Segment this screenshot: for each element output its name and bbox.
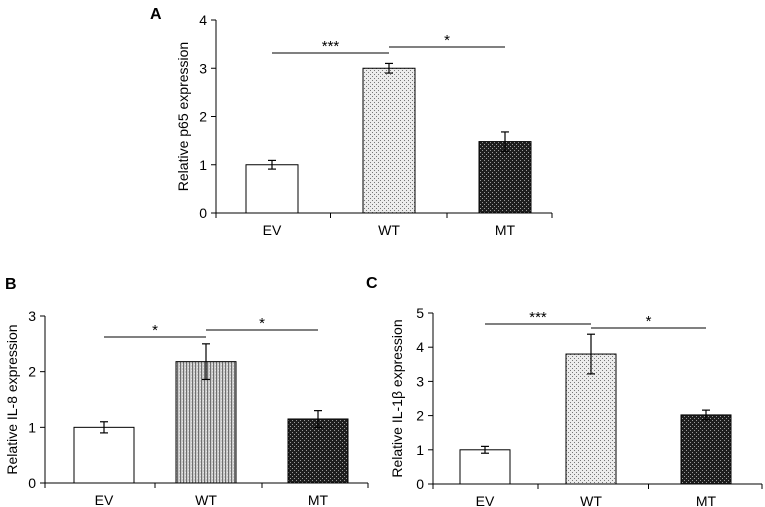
bar-wt — [362, 67, 416, 214]
y-tick-label: 2 — [416, 408, 424, 424]
y-tick-label: 0 — [28, 475, 36, 491]
panel-b: B 0 1 2 3 Relative IL-8 expression EV WT MT * * — [4, 276, 369, 507]
category-label: WT — [378, 222, 400, 238]
y-tick-label: 1 — [28, 419, 36, 435]
significance-label: *** — [529, 309, 547, 326]
category-label: MT — [308, 492, 329, 507]
y-axis-label: Relative IL-8 expression — [4, 324, 20, 474]
y-tick-label: 4 — [199, 12, 207, 28]
bar-mt — [680, 414, 732, 485]
y-axis-label: Relative IL-1β expression — [389, 319, 405, 477]
category-label: EV — [95, 492, 114, 507]
y-tick-label: 3 — [416, 373, 424, 389]
y-tick-label: 0 — [199, 205, 207, 221]
bar-ev — [73, 426, 135, 484]
category-label: MT — [696, 493, 717, 507]
category-label: EV — [263, 222, 282, 238]
significance-label: * — [152, 322, 158, 339]
category-label: WT — [195, 492, 217, 507]
bar-ev — [459, 449, 511, 485]
y-tick-label: 5 — [416, 305, 424, 321]
significance-label: *** — [322, 38, 340, 55]
category-label: MT — [495, 222, 516, 238]
bar-wt — [565, 353, 617, 485]
category-label: WT — [580, 493, 602, 507]
category-label: EV — [476, 493, 495, 507]
bar-mt — [478, 141, 532, 214]
bar-mt — [287, 418, 349, 484]
y-tick-label: 3 — [199, 60, 207, 76]
y-tick-label: 2 — [199, 109, 207, 125]
y-tick-label: 1 — [416, 442, 424, 458]
y-tick-label: 4 — [416, 339, 424, 355]
y-tick-label: 2 — [28, 364, 36, 380]
panel-letter: C — [366, 275, 378, 292]
significance-label: * — [259, 315, 265, 332]
panel-letter: A — [150, 6, 162, 23]
y-tick-label: 1 — [199, 157, 207, 173]
panel-letter: B — [5, 276, 17, 293]
significance-label: * — [444, 32, 450, 49]
y-tick-label: 0 — [416, 476, 424, 492]
y-axis-label: Relative p65 expression — [175, 42, 191, 191]
significance-label: * — [646, 313, 652, 330]
y-tick-label: 3 — [28, 308, 36, 324]
bar-ev — [245, 164, 299, 214]
